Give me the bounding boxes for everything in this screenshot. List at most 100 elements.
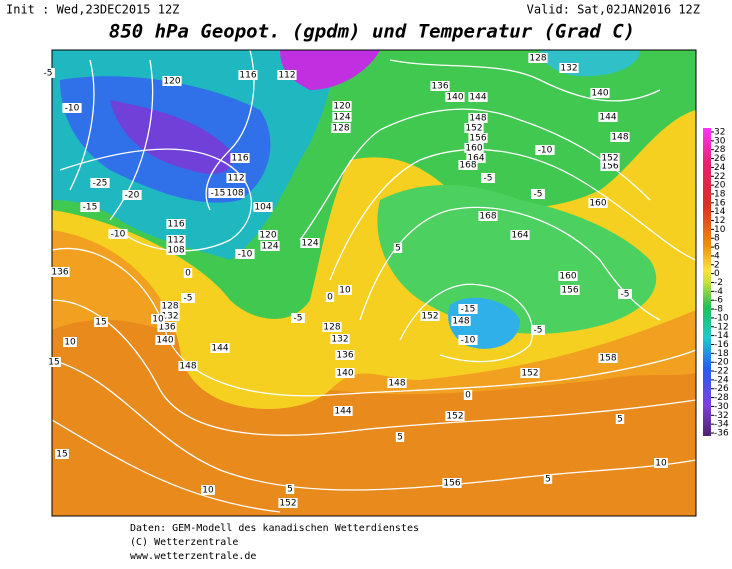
temperature-label-box	[531, 189, 545, 199]
geopotential-label-box	[162, 76, 182, 86]
temperature-label-box	[618, 289, 632, 299]
geopotential-label-box	[387, 378, 407, 388]
temperature-label-box	[62, 103, 82, 113]
temperature-label-box	[41, 68, 55, 78]
geopotential-label: 148	[179, 362, 196, 372]
colorbar-tick-label: 6	[714, 243, 720, 253]
footer-source: Daten: GEM-Modell des kanadischen Wetter…	[130, 523, 419, 534]
geopotential-label: 136	[51, 268, 68, 278]
geopotential-label: 144	[211, 344, 228, 354]
geopotential-label-box	[468, 133, 488, 143]
colorbar-tick-label: -26	[714, 384, 729, 394]
geopotential-label: 124	[333, 113, 350, 123]
temperature-label-box	[458, 304, 478, 314]
geopotential-label-box	[335, 368, 355, 378]
geopotential-label: 120	[333, 102, 350, 112]
colorbar-tick-label: -12	[714, 322, 729, 332]
geopotential-label-box	[335, 350, 355, 360]
colorbar-tick-label: 24	[714, 163, 726, 173]
geopotential-label-box	[442, 478, 462, 488]
colorbar	[703, 128, 711, 436]
colorbar-tick-label: -10	[714, 313, 729, 323]
colorbar-tick-label: 26	[714, 154, 726, 164]
colorbar-tick-label: -4	[714, 287, 723, 297]
geopotential-label: 152	[465, 124, 482, 134]
geopotential-label: 108	[226, 189, 243, 199]
geopotential-label: 120	[163, 77, 180, 87]
geopotential-label: 136	[158, 323, 175, 333]
temperature-label-box	[285, 484, 295, 494]
colorbar-tick-label: 4	[714, 251, 720, 261]
temperature-label-box	[463, 390, 473, 400]
geopotential-label: 164	[511, 231, 528, 241]
temperature-label-box	[458, 335, 478, 345]
colorbar-tick-label: -22	[714, 367, 729, 377]
temperature-label-box	[201, 485, 215, 495]
valid-time: Valid: Sat,02JAN2016 12Z	[527, 3, 700, 17]
geopotential-label-box	[332, 101, 352, 111]
temperature-label: 0	[465, 391, 471, 401]
geopotential-label: 152	[521, 369, 538, 379]
footer-copyright: (C) Wetterzentrale	[130, 537, 238, 548]
temperature-label: -5	[534, 190, 543, 200]
temperature-label-box	[615, 414, 625, 424]
geopotential-label-box	[464, 123, 484, 133]
temperature-label-box	[151, 314, 165, 324]
temperature-label-box	[183, 268, 193, 278]
geopotential-label-box	[332, 112, 352, 122]
colorbar-tick-label: -32	[714, 411, 729, 421]
geopotential-label-box	[230, 153, 250, 163]
geopotential-label-box	[253, 202, 273, 212]
temperature-label: -15	[211, 189, 226, 199]
colorbar-tick-label: 30	[714, 136, 726, 146]
colorbar-tick-label: -34	[714, 420, 729, 430]
colorbar-tick-label: -6	[714, 296, 723, 306]
temperature-label: -20	[125, 191, 140, 201]
colorbar-tick-label: -2	[714, 278, 723, 288]
colorbar-tick-label: 32	[714, 128, 725, 138]
geopotential-label-box	[600, 161, 620, 171]
geopotential-label-box	[520, 368, 540, 378]
footer-url: www.wetterzentrale.de	[130, 551, 256, 562]
temperature-label: 5	[395, 244, 401, 254]
geopotential-label: 128	[332, 124, 349, 134]
geopotential-label: 140	[446, 93, 463, 103]
temperature-label-box	[208, 188, 228, 198]
colorbar-tick-label: 10	[714, 225, 726, 235]
geopotential-label: 156	[469, 134, 486, 144]
geopotential-label-box	[226, 173, 246, 183]
colorbar-tick-label: -8	[714, 305, 723, 315]
temperature-label-box	[55, 449, 69, 459]
geopotential-label-box	[333, 406, 353, 416]
geopotential-label: 128	[323, 323, 340, 333]
temperature-label-box	[90, 178, 110, 188]
temperature-label: -15	[83, 203, 98, 213]
geopotential-label-box	[528, 53, 548, 63]
geopotential-label: 132	[560, 64, 577, 74]
temperature-label: -10	[461, 336, 476, 346]
geopotential-label-box	[559, 63, 579, 73]
temperature-label-box	[393, 243, 403, 253]
geopotential-label: 144	[469, 93, 486, 103]
temperature-label-box	[47, 357, 61, 367]
geopotential-label: 132	[331, 335, 348, 345]
geopotential-label: 160	[559, 272, 576, 282]
geopotential-label: 148	[388, 379, 405, 389]
temperature-label: 5	[397, 433, 403, 443]
temperature-label: 10	[339, 286, 351, 296]
temperature-label: -10	[538, 146, 553, 156]
temperature-label: -5	[44, 69, 53, 79]
geopotential-label: 148	[469, 114, 486, 124]
geopotential-label: 152	[421, 312, 438, 322]
colorbar-tick-label: 18	[714, 189, 726, 199]
geopotential-label-box	[166, 245, 186, 255]
map-frame	[51, 49, 697, 517]
geopotential-label-box	[451, 316, 471, 326]
geopotential-label-box	[155, 335, 175, 345]
geopotential-label-box	[445, 92, 465, 102]
colorbar-tick-label: -24	[714, 375, 729, 385]
temperature-label-box	[291, 313, 305, 323]
colorbar-tick-label: 22	[714, 172, 725, 182]
colorbar-tick-label: -16	[714, 340, 729, 350]
geopotential-label-box	[458, 160, 478, 170]
